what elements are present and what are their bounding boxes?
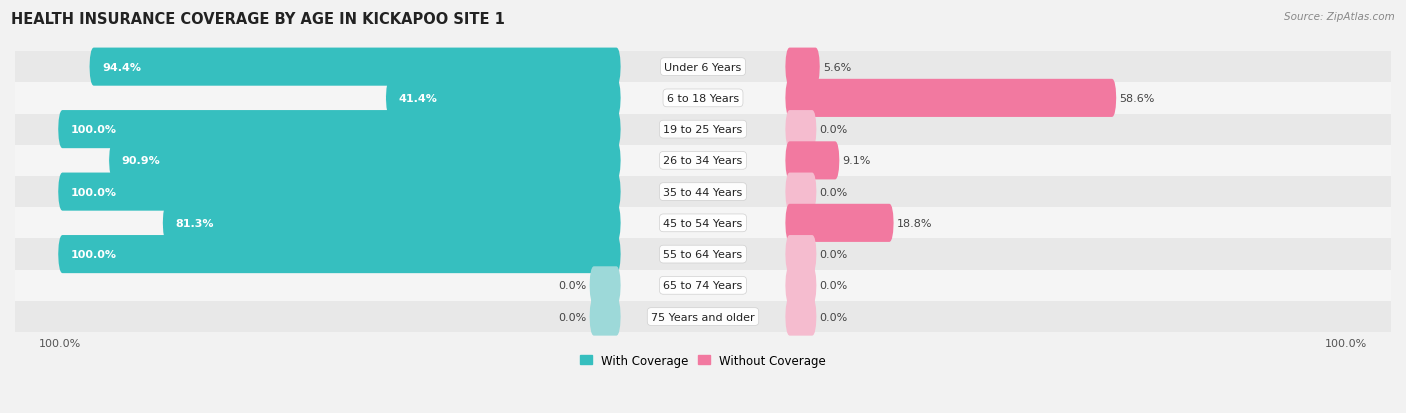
Text: 90.9%: 90.9% — [122, 156, 160, 166]
FancyBboxPatch shape — [785, 173, 817, 211]
Text: 94.4%: 94.4% — [103, 62, 141, 72]
Text: 0.0%: 0.0% — [558, 281, 586, 291]
Text: 100.0%: 100.0% — [70, 187, 117, 197]
Text: 45 to 54 Years: 45 to 54 Years — [664, 218, 742, 228]
Text: 0.0%: 0.0% — [820, 125, 848, 135]
Text: 58.6%: 58.6% — [1119, 94, 1154, 104]
Text: 75 Years and older: 75 Years and older — [651, 312, 755, 322]
FancyBboxPatch shape — [785, 235, 817, 273]
Bar — [15, 208, 1391, 239]
Bar — [15, 270, 1391, 301]
Text: 0.0%: 0.0% — [820, 187, 848, 197]
Bar — [15, 239, 1391, 270]
Bar — [15, 145, 1391, 177]
Text: 35 to 44 Years: 35 to 44 Years — [664, 187, 742, 197]
FancyBboxPatch shape — [58, 111, 621, 149]
FancyBboxPatch shape — [785, 204, 894, 242]
FancyBboxPatch shape — [110, 142, 621, 180]
Text: 0.0%: 0.0% — [820, 312, 848, 322]
FancyBboxPatch shape — [589, 267, 621, 305]
FancyBboxPatch shape — [385, 80, 621, 118]
Text: 9.1%: 9.1% — [842, 156, 870, 166]
Text: 41.4%: 41.4% — [399, 94, 437, 104]
Text: 26 to 34 Years: 26 to 34 Years — [664, 156, 742, 166]
Text: 18.8%: 18.8% — [897, 218, 932, 228]
Bar — [15, 177, 1391, 208]
FancyBboxPatch shape — [58, 235, 621, 273]
Bar — [15, 301, 1391, 332]
Bar — [15, 52, 1391, 83]
Text: 100.0%: 100.0% — [70, 249, 117, 259]
Bar — [15, 114, 1391, 145]
FancyBboxPatch shape — [90, 48, 621, 86]
Text: Under 6 Years: Under 6 Years — [665, 62, 741, 72]
Text: 0.0%: 0.0% — [820, 249, 848, 259]
Text: 5.6%: 5.6% — [823, 62, 851, 72]
Text: 81.3%: 81.3% — [176, 218, 214, 228]
FancyBboxPatch shape — [785, 111, 817, 149]
Legend: With Coverage, Without Coverage: With Coverage, Without Coverage — [575, 349, 831, 371]
FancyBboxPatch shape — [163, 204, 621, 242]
Text: 65 to 74 Years: 65 to 74 Years — [664, 281, 742, 291]
FancyBboxPatch shape — [785, 298, 817, 336]
Text: 0.0%: 0.0% — [558, 312, 586, 322]
Text: 6 to 18 Years: 6 to 18 Years — [666, 94, 740, 104]
Bar — [15, 83, 1391, 114]
FancyBboxPatch shape — [785, 80, 1116, 118]
FancyBboxPatch shape — [58, 173, 621, 211]
Text: 100.0%: 100.0% — [70, 125, 117, 135]
Text: 19 to 25 Years: 19 to 25 Years — [664, 125, 742, 135]
FancyBboxPatch shape — [785, 142, 839, 180]
Text: HEALTH INSURANCE COVERAGE BY AGE IN KICKAPOO SITE 1: HEALTH INSURANCE COVERAGE BY AGE IN KICK… — [11, 12, 505, 27]
FancyBboxPatch shape — [785, 267, 817, 305]
FancyBboxPatch shape — [589, 298, 621, 336]
Text: 55 to 64 Years: 55 to 64 Years — [664, 249, 742, 259]
Text: Source: ZipAtlas.com: Source: ZipAtlas.com — [1284, 12, 1395, 22]
FancyBboxPatch shape — [785, 48, 820, 86]
Text: 0.0%: 0.0% — [820, 281, 848, 291]
